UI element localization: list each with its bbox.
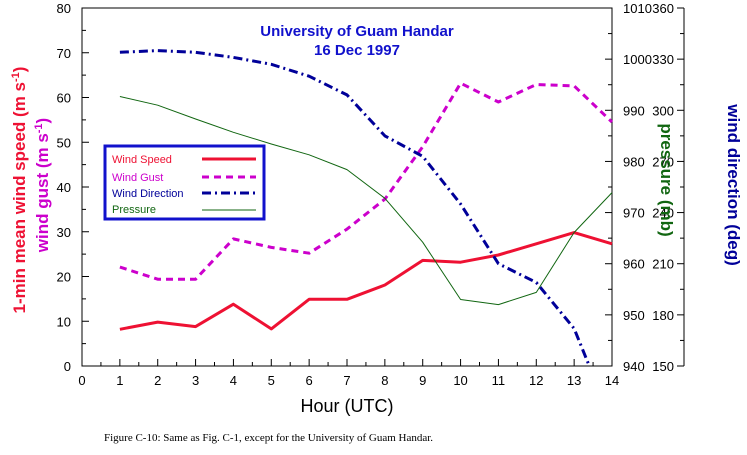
right-outer-axis-label: wind direction (deg) [724,103,743,266]
pressure-tick-label: 960 [623,257,645,272]
left-inner-axis-label-sup: -1 [33,123,45,133]
left-tick-label: 60 [57,91,71,106]
left-tick-label: 40 [57,180,71,195]
left-outer-axis-label-main: 1-min mean wind speed (m s [10,82,29,313]
figure-caption: Figure C-10: Same as Fig. C-1, except fo… [104,432,434,444]
x-tick-label: 5 [268,373,275,388]
pressure-tick-label: 980 [623,154,645,169]
legend: Wind Speed Wind Gust Wind Direction Pres… [103,144,266,221]
chart: 0 1 2 3 4 5 6 7 8 9 10 11 12 13 1401020304050607080940… [10,1,743,416]
left-outer-axis-label-sup: -1 [10,72,22,82]
direction-tick-label: 300 [652,103,674,118]
left-inner-axis-label-main: wind gust (m s [33,133,52,253]
left-tick-label: 0 [64,359,71,374]
direction-tick-label: 180 [652,308,674,323]
series-wind-speed-line [119,231,613,331]
direction-tick-label: 240 [652,206,674,221]
x-tick-label: 0 [78,373,85,388]
left-tick-label: 80 [57,1,71,16]
pressure-tick-label: 950 [623,308,645,323]
chart-subtitle: 16 Dec 1997 [314,42,400,59]
series-lines [119,49,614,367]
pressure-tick-label: 1000 [623,52,652,67]
x-axis-label: Hour (UTC) [301,396,394,416]
x-tick-label: 1 [116,373,123,388]
chart-title: University of Guam Handar [260,23,454,40]
x-tick-label: 11 [492,373,506,388]
direction-tick-label: 150 [652,359,674,374]
x-tick-label: 7 [343,373,350,388]
left-tick-label: 30 [57,225,71,240]
series-wind-gust-line [119,81,614,281]
x-tick-label: 6 [306,373,313,388]
x-tick-label: 12 [529,373,543,388]
left-tick-label: 70 [57,46,71,61]
series-wind-direction-line [119,49,591,367]
x-tick-label: 3 [192,373,199,388]
x-tick-label: 9 [419,373,426,388]
left-tick-label: 50 [57,135,71,150]
x-tick-label: 8 [381,373,388,388]
pressure-tick-label: 970 [623,206,645,221]
direction-tick-label: 270 [652,154,674,169]
x-tick-label: 2 [154,373,161,388]
left-outer-axis-label: 1-min mean wind speed (m s-1) [10,67,29,314]
pressure-tick-label: 990 [623,103,645,118]
legend-label-pressure: Pressure [112,204,156,216]
pressure-tick-label: 940 [623,359,645,374]
left-inner-axis-label: wind gust (m s-1) [33,118,52,253]
legend-label-wind-speed: Wind Speed [112,154,172,166]
left-inner-axis-label-end: ) [33,118,52,124]
x-tick-label: 4 [230,373,237,388]
x-tick-label: 10 [453,373,467,388]
direction-tick-label: 330 [652,52,674,67]
series-pressure-line [119,96,613,306]
legend-label-wind-direction: Wind Direction [112,188,184,200]
direction-tick-label: 210 [652,257,674,272]
axes: 0 1 2 3 4 5 6 7 8 9 10 11 12 13 1401020304050607080940… [57,1,685,388]
left-outer-axis-label-end: ) [10,67,29,73]
left-tick-label: 20 [57,270,71,285]
pressure-tick-label: 1010 [623,1,652,16]
direction-tick-label: 360 [652,1,674,16]
left-tick-label: 10 [57,314,71,329]
chart-title-group: University of Guam Handar 16 Dec 1997 [260,23,454,59]
legend-label-wind-gust: Wind Gust [112,172,163,184]
x-tick-label: 14 [605,373,619,388]
x-tick-label: 13 [567,373,581,388]
right-inner-axis-label: pressure (mb) [657,123,676,236]
